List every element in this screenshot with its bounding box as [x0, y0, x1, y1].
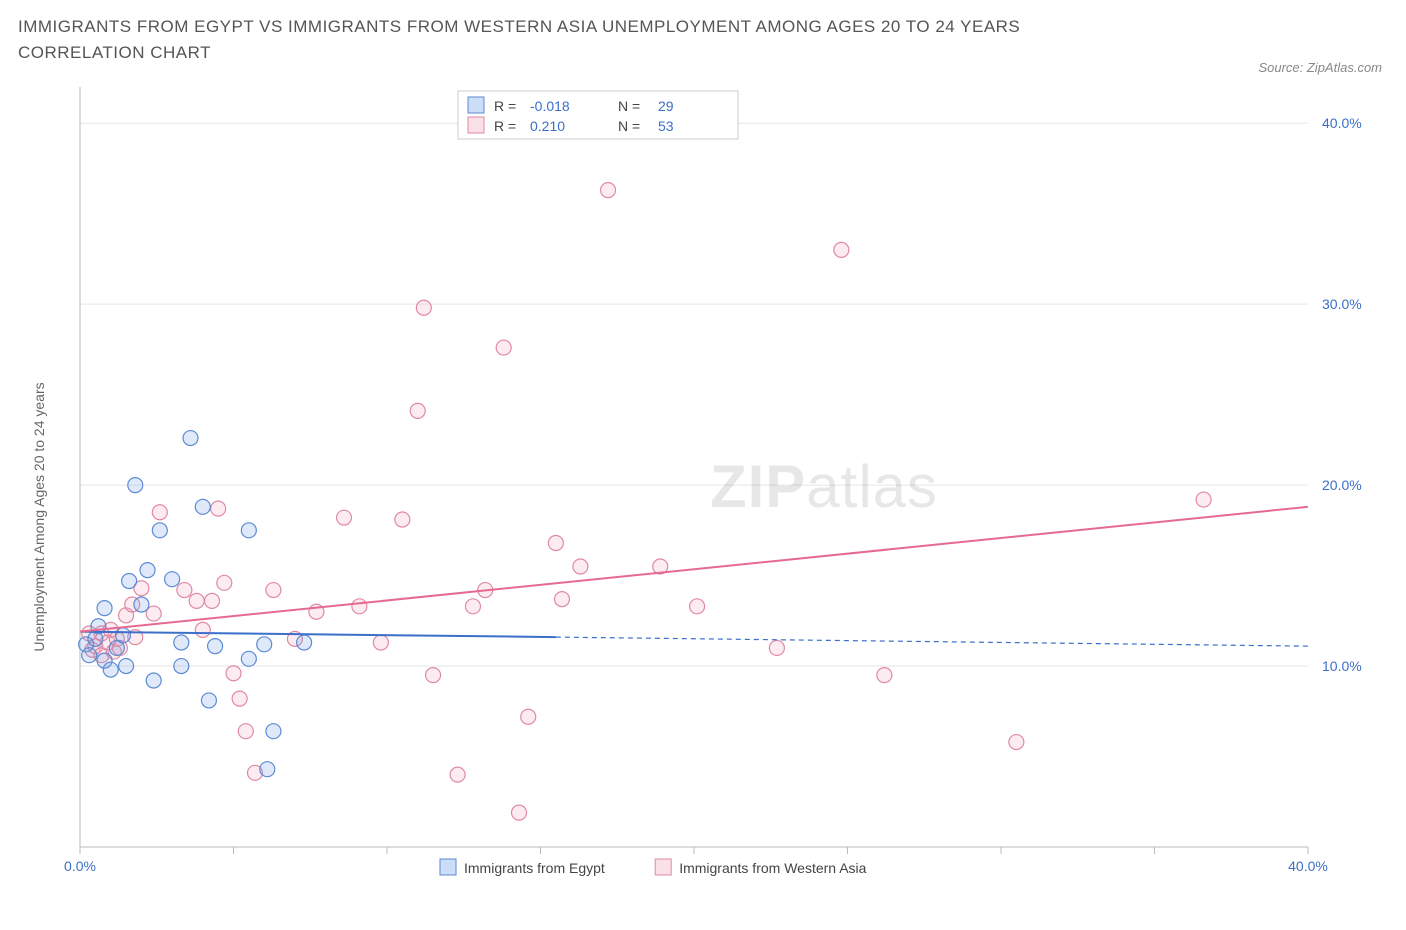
data-point — [260, 762, 275, 777]
data-point — [134, 597, 149, 612]
data-point — [115, 628, 130, 643]
svg-text:ZIPatlas: ZIPatlas — [710, 453, 938, 520]
data-point — [205, 593, 220, 608]
data-point — [465, 599, 480, 614]
data-point — [241, 523, 256, 538]
data-point — [189, 593, 204, 608]
data-point — [352, 599, 367, 614]
data-point — [152, 505, 167, 520]
series-western-asia — [82, 183, 1211, 820]
legend-n-label: N = — [618, 118, 640, 134]
legend-r-value: -0.018 — [530, 98, 570, 114]
y-tick-label: 40.0% — [1322, 115, 1362, 131]
data-point — [238, 724, 253, 739]
data-point — [82, 648, 97, 663]
y-axis-title: Unemployment Among Ages 20 to 24 years — [31, 382, 47, 651]
data-point — [297, 635, 312, 650]
data-point — [119, 659, 134, 674]
data-point — [232, 691, 247, 706]
data-point — [554, 592, 569, 607]
data-point — [416, 300, 431, 315]
data-point — [152, 523, 167, 538]
data-point — [140, 563, 155, 578]
legend-swatch — [655, 859, 671, 875]
y-tick-label: 30.0% — [1322, 296, 1362, 312]
data-point — [122, 574, 137, 589]
x-tick-label: 40.0% — [1288, 858, 1328, 874]
data-point — [266, 583, 281, 598]
data-point — [373, 635, 388, 650]
data-point — [512, 805, 527, 820]
data-point — [97, 601, 112, 616]
data-point — [195, 622, 210, 637]
x-tick-label: 0.0% — [64, 858, 96, 874]
data-point — [174, 635, 189, 650]
data-point — [521, 709, 536, 724]
data-point — [208, 639, 223, 654]
y-tick-label: 10.0% — [1322, 658, 1362, 674]
data-point — [128, 478, 143, 493]
data-point — [257, 637, 272, 652]
data-point — [573, 559, 588, 574]
data-point — [496, 340, 511, 355]
data-point — [769, 640, 784, 655]
data-point — [146, 673, 161, 688]
data-point — [103, 662, 118, 677]
legend-label: Immigrants from Egypt — [464, 860, 605, 876]
y-tick-label: 20.0% — [1322, 477, 1362, 493]
chart-svg: ZIPatlas 0.0% 40.0% 10.0% 20.0% 30.0% 40.0% Une… — [18, 77, 1378, 897]
legend-r-label: R = — [494, 98, 516, 114]
legend-n-value: 29 — [658, 98, 674, 114]
legend-swatch — [468, 117, 484, 133]
data-point — [337, 510, 352, 525]
legend-swatch — [440, 859, 456, 875]
data-point — [450, 767, 465, 782]
data-point — [410, 403, 425, 418]
legend-n-label: N = — [618, 98, 640, 114]
data-point — [395, 512, 410, 527]
data-point — [241, 651, 256, 666]
legend-r-label: R = — [494, 118, 516, 134]
data-point — [211, 501, 226, 516]
data-point — [426, 668, 441, 683]
data-point — [1196, 492, 1211, 507]
data-point — [690, 599, 705, 614]
legend-n-value: 53 — [658, 118, 674, 134]
data-point — [177, 583, 192, 598]
data-point — [1009, 735, 1024, 750]
trend-line-egypt — [80, 632, 556, 637]
data-point — [174, 659, 189, 674]
data-point — [217, 575, 232, 590]
data-point — [195, 499, 210, 514]
legend-swatch — [468, 97, 484, 113]
data-point — [548, 536, 563, 551]
data-point — [601, 183, 616, 198]
data-point — [165, 572, 180, 587]
chart-title: IMMIGRANTS FROM EGYPT VS IMMIGRANTS FROM… — [18, 14, 1138, 65]
trend-line-egypt-extrapolated — [556, 637, 1308, 646]
legend-label: Immigrants from Western Asia — [679, 860, 866, 876]
data-point — [877, 668, 892, 683]
data-point — [226, 666, 241, 681]
data-point — [201, 693, 216, 708]
source-label: Source: ZipAtlas.com — [1258, 60, 1382, 75]
legend-r-value: 0.210 — [530, 118, 565, 134]
data-point — [834, 242, 849, 257]
data-point — [183, 431, 198, 446]
correlation-chart: ZIPatlas 0.0% 40.0% 10.0% 20.0% 30.0% 40.0% Une… — [18, 77, 1388, 897]
data-point — [266, 724, 281, 739]
